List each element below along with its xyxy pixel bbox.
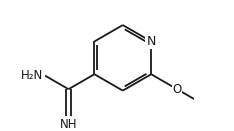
Text: NH: NH: [60, 118, 77, 131]
Text: H₂N: H₂N: [21, 69, 43, 82]
Text: N: N: [146, 35, 156, 48]
Text: O: O: [172, 83, 182, 96]
